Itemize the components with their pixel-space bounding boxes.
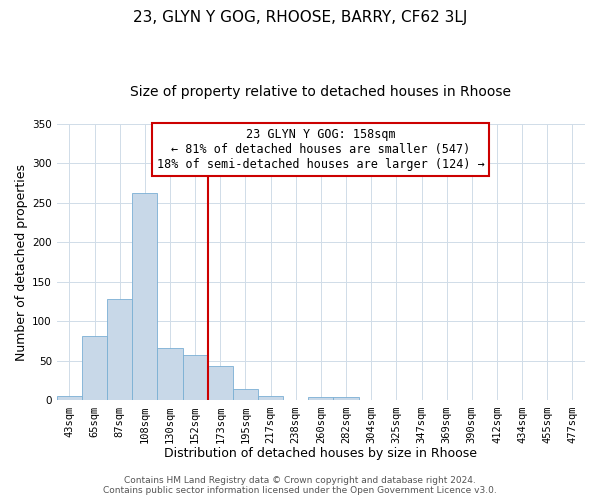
Bar [334,398,359,400]
Text: 23, GLYN Y GOG, RHOOSE, BARRY, CF62 3LJ: 23, GLYN Y GOG, RHOOSE, BARRY, CF62 3LJ [133,10,467,25]
Bar [157,348,182,401]
Title: Size of property relative to detached houses in Rhoose: Size of property relative to detached ho… [130,85,511,99]
Bar [258,396,283,400]
Bar [233,388,258,400]
Text: 23 GLYN Y GOG: 158sqm
← 81% of detached houses are smaller (547)
18% of semi-det: 23 GLYN Y GOG: 158sqm ← 81% of detached … [157,128,485,171]
Bar [107,300,132,400]
Text: Contains HM Land Registry data © Crown copyright and database right 2024.
Contai: Contains HM Land Registry data © Crown c… [103,476,497,495]
Bar [182,356,208,401]
Y-axis label: Number of detached properties: Number of detached properties [15,164,28,360]
X-axis label: Distribution of detached houses by size in Rhoose: Distribution of detached houses by size … [164,447,478,460]
Bar [132,192,157,400]
Bar [82,336,107,400]
Bar [57,396,82,400]
Bar [208,366,233,400]
Bar [308,398,334,400]
